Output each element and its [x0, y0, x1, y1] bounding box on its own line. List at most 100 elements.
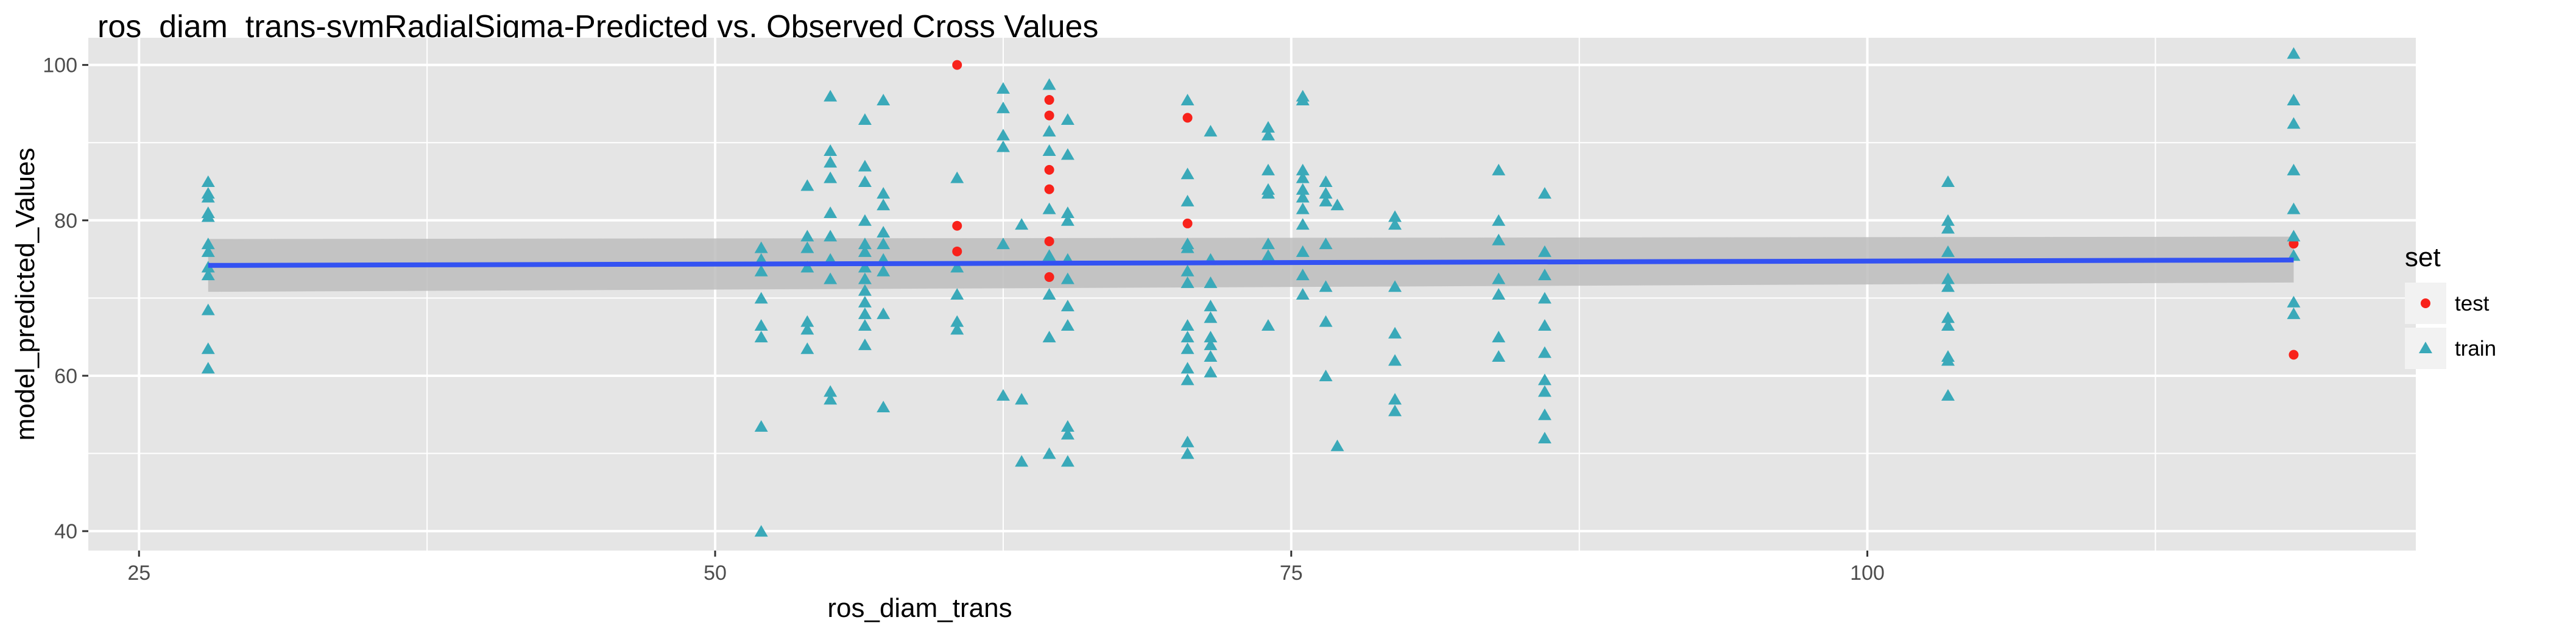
train-point [1319, 238, 1333, 250]
train-point [1388, 393, 1402, 405]
train-point [996, 82, 1010, 94]
test-point [952, 246, 962, 256]
train-point [1060, 272, 1075, 284]
train-point [754, 331, 768, 343]
train-point [201, 245, 215, 257]
train-point [1492, 233, 1506, 245]
train-point [1180, 194, 1194, 206]
train-point [1204, 338, 1218, 350]
train-point [1941, 222, 1955, 234]
train-point [1941, 245, 1955, 257]
train-point [877, 187, 891, 199]
fit-line-layer [208, 257, 2294, 268]
train-point [1941, 214, 1955, 226]
train-point [800, 323, 814, 335]
train-point [2287, 94, 2301, 106]
train-point [1042, 125, 1056, 137]
train-point [800, 179, 814, 191]
train-point [1388, 326, 1402, 339]
train-point [877, 264, 891, 276]
train-point [1492, 214, 1506, 226]
train-point [1204, 331, 1218, 343]
train-point [201, 238, 215, 250]
train-point [824, 272, 838, 284]
train-point [1180, 447, 1194, 459]
train-point [824, 230, 838, 242]
train-point [201, 362, 215, 374]
train-point [1060, 206, 1075, 219]
legend-title: set [2405, 242, 2441, 272]
train-point [1537, 292, 1551, 304]
train-point [1042, 331, 1056, 343]
train-point [950, 288, 964, 300]
train-point [2287, 47, 2301, 59]
train-point [1941, 280, 1955, 292]
train-point [1319, 280, 1333, 292]
train-point [1042, 447, 1056, 459]
train-point [996, 140, 1010, 152]
train-point [1180, 362, 1194, 374]
train-point [1015, 455, 1029, 467]
fit-line [208, 257, 2294, 268]
train-point [201, 269, 215, 281]
train-point [858, 261, 872, 273]
train-point [950, 323, 964, 335]
train-point [1042, 144, 1056, 156]
legend: set test train [2405, 242, 2496, 369]
train-point [950, 261, 964, 273]
train-point [1261, 121, 1275, 133]
train-point [1261, 187, 1275, 199]
train-point [1941, 319, 1955, 331]
train-point [201, 175, 215, 188]
train-point [1492, 350, 1506, 362]
train-point [201, 191, 215, 203]
x-axis-label: ros_diam_trans [827, 593, 1012, 623]
train-point [754, 525, 768, 537]
train-point [1296, 183, 1310, 195]
train-point [1180, 342, 1194, 354]
train-point [1319, 187, 1333, 199]
train-point [1015, 218, 1029, 230]
train-point [1015, 393, 1029, 405]
test-point [1044, 164, 1054, 175]
test-point [2288, 350, 2299, 360]
train-point [1492, 272, 1506, 284]
train-point [1296, 202, 1310, 214]
train-point [858, 214, 872, 226]
grid-major [88, 38, 2416, 551]
y-tick-label: 80 [54, 210, 77, 233]
legend-test-circle-icon [2421, 298, 2430, 308]
train-point [1388, 404, 1402, 417]
train-point [2287, 295, 2301, 308]
grid-minor [88, 38, 2416, 551]
train-point [1296, 163, 1310, 175]
train-point [754, 241, 768, 253]
test-point [1182, 113, 1193, 123]
train-point [996, 238, 1010, 250]
train-point [1060, 113, 1075, 125]
train-point [824, 171, 838, 183]
x-tick-label: 100 [1850, 562, 1885, 585]
train-point [1330, 199, 1344, 211]
train-point [824, 90, 838, 102]
train-point [1296, 171, 1310, 183]
test-point [1182, 218, 1193, 228]
train-point [800, 230, 814, 242]
train-point [1180, 276, 1194, 288]
train-point [858, 160, 872, 172]
train-point [201, 342, 215, 354]
train-point [1296, 288, 1310, 300]
train-point [1941, 354, 1955, 366]
train-point [1204, 350, 1218, 362]
train-point [1042, 288, 1056, 300]
train-point [858, 319, 872, 331]
train-point [1060, 420, 1075, 432]
train-point [2287, 230, 2301, 242]
train-point [950, 171, 964, 183]
train-point [1180, 264, 1194, 276]
train-point [1537, 408, 1551, 420]
train-point [1060, 319, 1075, 331]
train-point [1296, 245, 1310, 257]
train-point [1492, 163, 1506, 175]
train-point [1319, 315, 1333, 327]
